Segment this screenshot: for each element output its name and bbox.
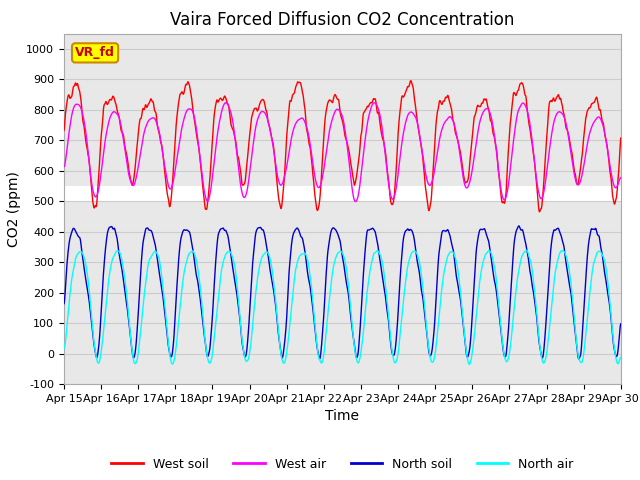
Legend: West soil, West air, North soil, North air: West soil, West air, North soil, North a… — [106, 453, 579, 476]
Y-axis label: CO2 (ppm): CO2 (ppm) — [7, 171, 20, 247]
Bar — [64, 201, 621, 384]
X-axis label: Time: Time — [325, 409, 360, 423]
Title: Vaira Forced Diffusion CO2 Concentration: Vaira Forced Diffusion CO2 Concentration — [170, 11, 515, 29]
Bar — [64, 34, 621, 186]
Text: VR_fd: VR_fd — [75, 47, 115, 60]
